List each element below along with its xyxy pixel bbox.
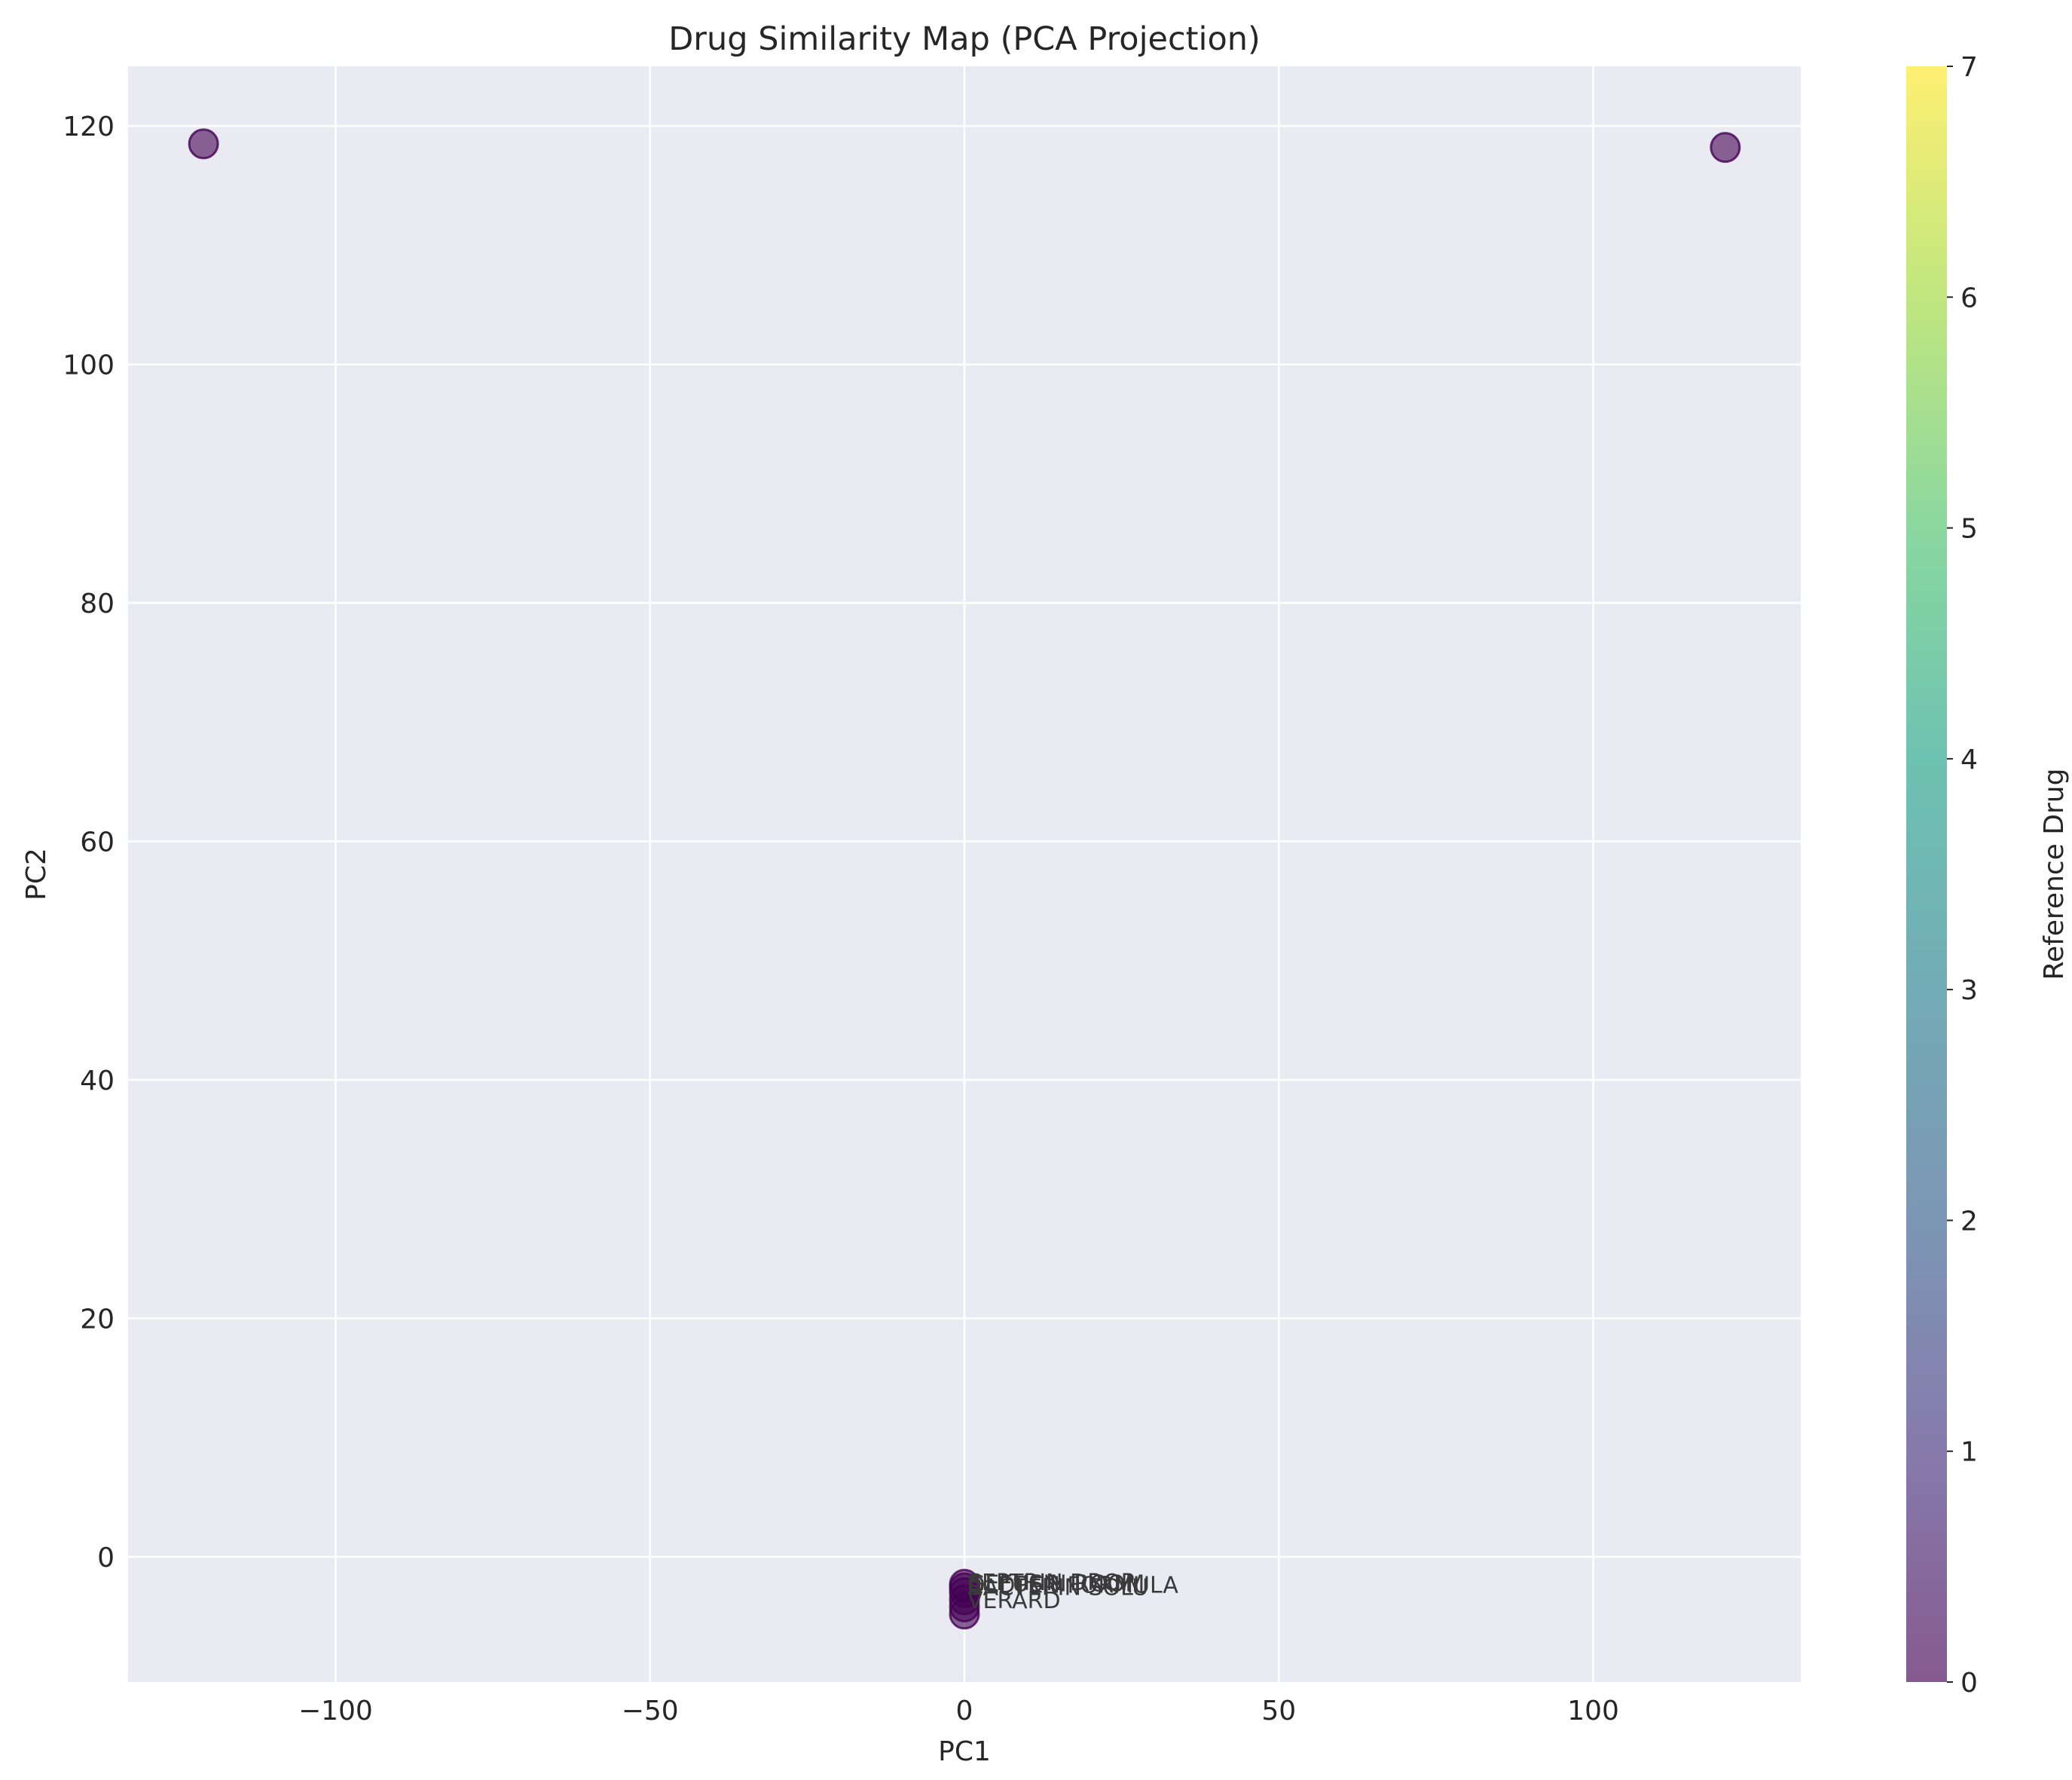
scatter-point [949, 1568, 980, 1600]
x-gridlines [335, 66, 1594, 1682]
colorbar-tick-label: 7 [1960, 52, 1978, 83]
colorbar-tick-label: 2 [1960, 1206, 1978, 1237]
x-tick-label: −100 [298, 1696, 373, 1726]
y-axis-ticks: 0 20 40 60 80 100 120 [63, 112, 115, 1574]
point-label: GEFUSIN ROOM [967, 1571, 1144, 1598]
colorbar-ticks: 0 1 2 3 4 5 6 7 [1947, 52, 1978, 1699]
chart-title: Drug Similarity Map (PCA Projection) [668, 20, 1261, 58]
x-axis-label: PC1 [938, 1736, 991, 1767]
y-tick-label: 0 [97, 1543, 115, 1574]
colorbar-tick-label: 6 [1960, 283, 1978, 313]
colorbar-tick-label: 4 [1960, 745, 1978, 775]
y-tick-label: 20 [80, 1304, 115, 1335]
colorbar-tick-label: 3 [1960, 975, 1978, 1006]
scatter-points [188, 128, 1741, 1630]
point-label: BACTERIN SOLU [967, 1574, 1148, 1601]
x-tick-label: 100 [1567, 1696, 1619, 1726]
scatter-point [1710, 132, 1741, 164]
y-gridlines [128, 124, 1801, 1558]
y-tick-label: 40 [80, 1066, 115, 1096]
colorbar-tick-label: 0 [1960, 1668, 1978, 1699]
y-tick-label: 60 [80, 827, 115, 858]
y-tick-label: 100 [63, 350, 115, 381]
scatter-point [188, 128, 219, 160]
x-tick-label: −50 [622, 1696, 679, 1726]
x-tick-label: 50 [1261, 1696, 1296, 1726]
x-axis-ticks: −100 −50 0 50 100 [298, 1696, 1619, 1726]
point-label: SEPTRIN DROP [967, 1570, 1135, 1596]
point-label: OLDPEN FORMULA [967, 1572, 1178, 1598]
point-label: VERARD [967, 1588, 1061, 1614]
y-tick-label: 80 [80, 589, 115, 619]
colorbar-tick-label: 1 [1960, 1437, 1978, 1468]
x-tick-label: 0 [956, 1696, 973, 1726]
colorbar [1906, 66, 1947, 1682]
colorbar-tick-label: 5 [1960, 514, 1978, 545]
y-tick-label: 120 [63, 112, 115, 142]
colorbar-label: Reference Drug [2039, 769, 2070, 980]
y-axis-label: PC2 [21, 848, 52, 901]
